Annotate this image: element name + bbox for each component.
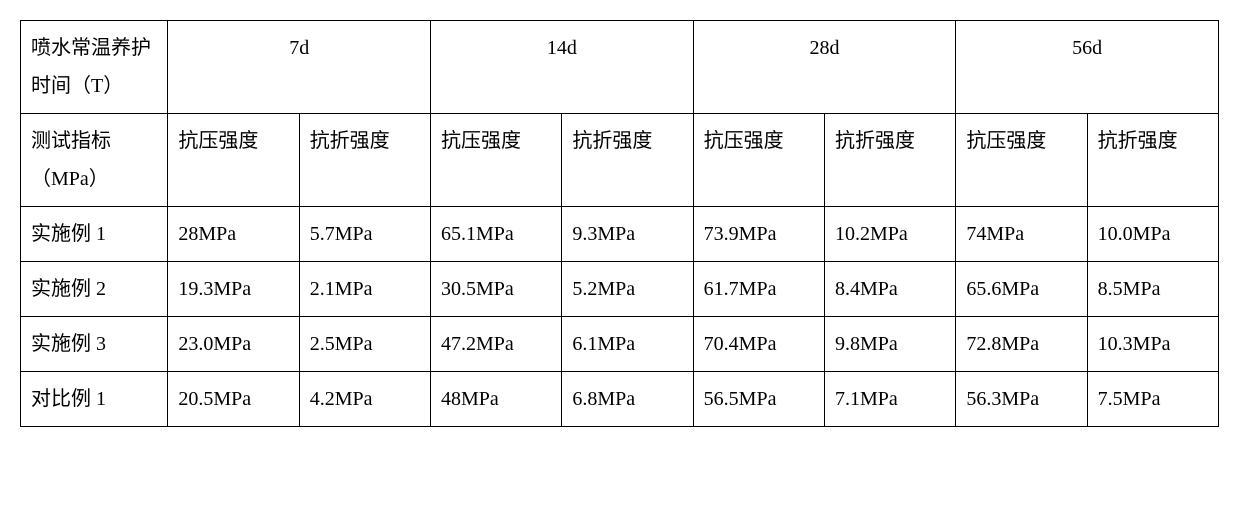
cell-value: 2.5MPa [299,317,430,372]
cell-value: 73.9MPa [693,207,824,262]
header-metric-label: 测试指标（MPa） [21,114,168,207]
subheader-flex: 抗折强度 [825,114,956,207]
header-curing-time: 喷水常温养护时间（T） [21,21,168,114]
header-row-time: 喷水常温养护时间（T） 7d 14d 28d 56d [21,21,1219,114]
header-row-metric: 测试指标（MPa） 抗压强度 抗折强度 抗压强度 抗折强度 抗压强度 抗折强度 … [21,114,1219,207]
cell-value: 4.2MPa [299,372,430,427]
cell-value: 47.2MPa [431,317,562,372]
subheader-compress: 抗压强度 [431,114,562,207]
table-row: 实施例 2 19.3MPa 2.1MPa 30.5MPa 5.2MPa 61.7… [21,262,1219,317]
cell-value: 6.8MPa [562,372,693,427]
cell-value: 70.4MPa [693,317,824,372]
cell-value: 2.1MPa [299,262,430,317]
subheader-flex: 抗折强度 [299,114,430,207]
cell-value: 65.1MPa [431,207,562,262]
cell-value: 74MPa [956,207,1087,262]
cell-value: 8.5MPa [1087,262,1218,317]
header-group-56d: 56d [956,21,1219,114]
header-group-28d: 28d [693,21,956,114]
subheader-compress: 抗压强度 [693,114,824,207]
cell-value: 8.4MPa [825,262,956,317]
table-row: 实施例 1 28MPa 5.7MPa 65.1MPa 9.3MPa 73.9MP… [21,207,1219,262]
cell-value: 48MPa [431,372,562,427]
cell-value: 9.8MPa [825,317,956,372]
subheader-flex: 抗折强度 [1087,114,1218,207]
data-table: 喷水常温养护时间（T） 7d 14d 28d 56d 测试指标（MPa） 抗压强… [20,20,1219,427]
cell-value: 56.3MPa [956,372,1087,427]
cell-value: 30.5MPa [431,262,562,317]
cell-value: 5.2MPa [562,262,693,317]
cell-value: 65.6MPa [956,262,1087,317]
cell-value: 7.5MPa [1087,372,1218,427]
cell-value: 23.0MPa [168,317,299,372]
cell-value: 10.3MPa [1087,317,1218,372]
cell-value: 9.3MPa [562,207,693,262]
row-label: 实施例 2 [21,262,168,317]
cell-value: 6.1MPa [562,317,693,372]
row-label: 实施例 3 [21,317,168,372]
cell-value: 19.3MPa [168,262,299,317]
cell-value: 72.8MPa [956,317,1087,372]
header-group-7d: 7d [168,21,431,114]
cell-value: 20.5MPa [168,372,299,427]
row-label: 实施例 1 [21,207,168,262]
subheader-compress: 抗压强度 [956,114,1087,207]
cell-value: 10.2MPa [825,207,956,262]
subheader-compress: 抗压强度 [168,114,299,207]
row-label: 对比例 1 [21,372,168,427]
cell-value: 5.7MPa [299,207,430,262]
table-row: 对比例 1 20.5MPa 4.2MPa 48MPa 6.8MPa 56.5MP… [21,372,1219,427]
cell-value: 7.1MPa [825,372,956,427]
cell-value: 61.7MPa [693,262,824,317]
cell-value: 56.5MPa [693,372,824,427]
header-group-14d: 14d [431,21,694,114]
table-row: 实施例 3 23.0MPa 2.5MPa 47.2MPa 6.1MPa 70.4… [21,317,1219,372]
subheader-flex: 抗折强度 [562,114,693,207]
cell-value: 28MPa [168,207,299,262]
cell-value: 10.0MPa [1087,207,1218,262]
